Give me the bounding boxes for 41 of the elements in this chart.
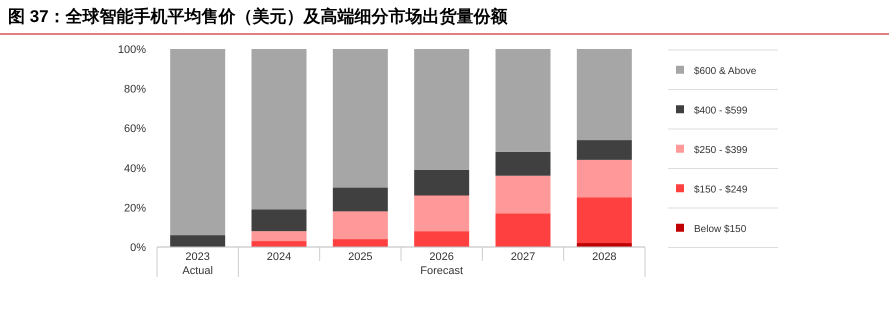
bar xyxy=(332,49,388,188)
bar xyxy=(252,209,306,232)
legend-label: $600 & Above xyxy=(694,66,757,77)
bar xyxy=(252,49,306,210)
x-tick-label: 2024 xyxy=(266,251,292,263)
chart-title: 图 37：全球智能手机平均售价（美元）及高端细分市场出货量份额 xyxy=(8,7,509,26)
bar xyxy=(414,231,470,247)
bar xyxy=(332,239,388,247)
bar xyxy=(252,241,306,247)
legend-label: $150 - $249 xyxy=(694,184,748,196)
x-tick-label: 2023 xyxy=(185,251,210,263)
bar xyxy=(332,211,388,240)
y-tick-label: 60% xyxy=(124,123,146,136)
y-tick-label: 20% xyxy=(124,202,146,214)
x-tick-label: 2027 xyxy=(510,251,536,263)
legend-label: $250 - $399 xyxy=(694,144,748,156)
y-tick-label: 0% xyxy=(130,242,146,254)
bar xyxy=(576,49,632,140)
text: Actual xyxy=(182,265,213,277)
y-tick-label: 100% xyxy=(118,44,146,56)
bar xyxy=(414,170,470,196)
bar xyxy=(496,49,550,152)
bar xyxy=(576,140,632,160)
bar xyxy=(496,213,550,247)
bar xyxy=(414,196,470,232)
x-tick-label: 2028 xyxy=(592,251,617,263)
legend-label: Below $150 xyxy=(694,224,747,235)
bar xyxy=(252,231,306,242)
text: Forecast xyxy=(420,265,464,277)
bar xyxy=(496,152,550,176)
y-tick-label: 40% xyxy=(124,162,146,175)
bar xyxy=(170,49,226,236)
x-tick-label: 2025 xyxy=(348,251,373,263)
y-tick-label: 80% xyxy=(124,84,146,96)
bar xyxy=(496,176,550,214)
bar xyxy=(576,160,632,198)
legend-label: $400 - $599 xyxy=(694,105,748,116)
bar xyxy=(170,235,226,247)
bar xyxy=(332,188,388,212)
x-tick-label: 2026 xyxy=(429,251,454,263)
bar xyxy=(414,49,470,170)
